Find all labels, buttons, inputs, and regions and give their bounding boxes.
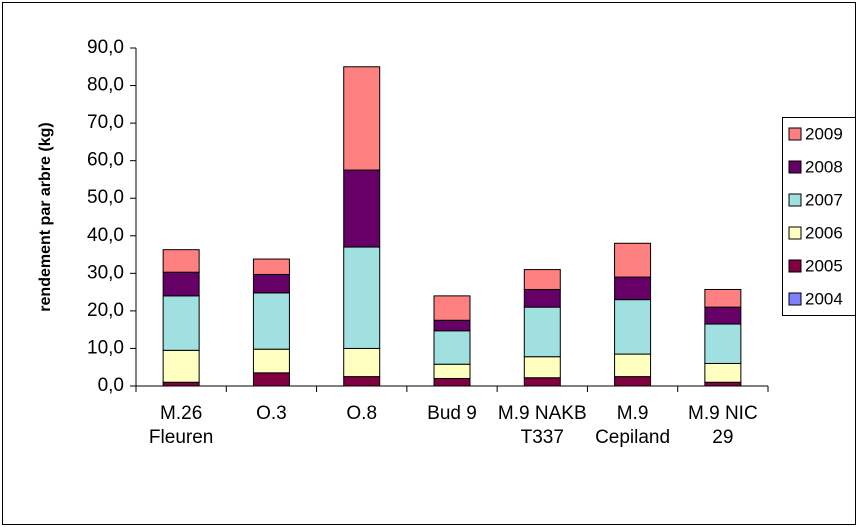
legend-swatch bbox=[788, 193, 802, 207]
x-tick-label: M.26 Fleuren bbox=[148, 403, 214, 448]
legend-label: 2004 bbox=[805, 289, 843, 308]
bar-segment bbox=[252, 348, 290, 374]
bar-segment bbox=[343, 246, 381, 349]
x-tick-label: O.3 bbox=[256, 403, 287, 424]
x-tick-label: M.9 NIC 29 bbox=[688, 403, 758, 448]
x-tick-label: Bud 9 bbox=[427, 403, 477, 424]
bar-segment bbox=[162, 271, 200, 297]
legend-box bbox=[782, 117, 856, 316]
bar-segment bbox=[704, 288, 742, 308]
bar-segment bbox=[252, 372, 290, 387]
bar-segment bbox=[704, 306, 742, 325]
bar-segment bbox=[162, 295, 200, 351]
y-tick-label: 20,0 bbox=[87, 300, 124, 321]
legend-swatch bbox=[788, 127, 802, 141]
bar-segment bbox=[252, 258, 290, 275]
bar-segment bbox=[614, 353, 652, 378]
x-tick-label: M.9 NAKB T337 bbox=[497, 403, 587, 448]
y-axis-title: rendement par arbre (kg) bbox=[37, 122, 54, 311]
legend-label: 2005 bbox=[805, 256, 843, 275]
bar-segment bbox=[614, 242, 652, 278]
bar-segment bbox=[704, 323, 742, 364]
bar-segment bbox=[523, 269, 561, 290]
legend-label: 2007 bbox=[805, 190, 843, 209]
bar-segment bbox=[523, 306, 561, 358]
bar-segment bbox=[162, 381, 200, 387]
x-tick-label: M.9 Cepiland bbox=[595, 403, 671, 448]
bar-segment bbox=[523, 356, 561, 379]
y-tick-label: 30,0 bbox=[87, 262, 124, 283]
bar-segment bbox=[704, 381, 742, 387]
legend-swatch bbox=[788, 226, 802, 240]
y-tick-label: 0,0 bbox=[98, 375, 124, 396]
bar-segment bbox=[162, 349, 200, 383]
y-tick-label: 60,0 bbox=[87, 150, 124, 171]
legend-swatch bbox=[788, 259, 802, 273]
bar-segment bbox=[252, 273, 290, 294]
bar-segment bbox=[433, 319, 471, 332]
bar-segment bbox=[343, 169, 381, 248]
legend-swatch bbox=[788, 292, 802, 306]
bar-segment bbox=[704, 362, 742, 383]
y-tick-label: 40,0 bbox=[87, 225, 124, 246]
y-tick-label: 70,0 bbox=[87, 112, 124, 133]
bar-segment bbox=[343, 66, 381, 171]
bar-segment bbox=[162, 249, 200, 273]
bar-segment bbox=[433, 363, 471, 379]
y-tick-label: 90,0 bbox=[87, 37, 124, 58]
bar-segment bbox=[523, 288, 561, 308]
bar-segment bbox=[343, 376, 381, 387]
y-tick-label: 10,0 bbox=[87, 337, 124, 358]
bar-segment bbox=[614, 376, 652, 387]
legend-label: 2009 bbox=[805, 124, 843, 143]
bar-segment bbox=[523, 377, 561, 387]
bar-segment bbox=[252, 292, 290, 350]
y-tick-label: 80,0 bbox=[87, 75, 124, 96]
y-tick-label: 50,0 bbox=[87, 187, 124, 208]
bar-segment bbox=[433, 295, 471, 321]
bar-segment bbox=[343, 347, 381, 378]
bar-segment bbox=[433, 377, 471, 387]
legend-label: 2008 bbox=[805, 157, 843, 176]
bar-segment bbox=[614, 276, 652, 301]
legend-label: 2006 bbox=[805, 223, 843, 242]
legend-swatch bbox=[788, 160, 802, 174]
x-tick-label: O.8 bbox=[346, 403, 378, 424]
bar-segment bbox=[614, 299, 652, 355]
bar-segment bbox=[433, 330, 471, 365]
